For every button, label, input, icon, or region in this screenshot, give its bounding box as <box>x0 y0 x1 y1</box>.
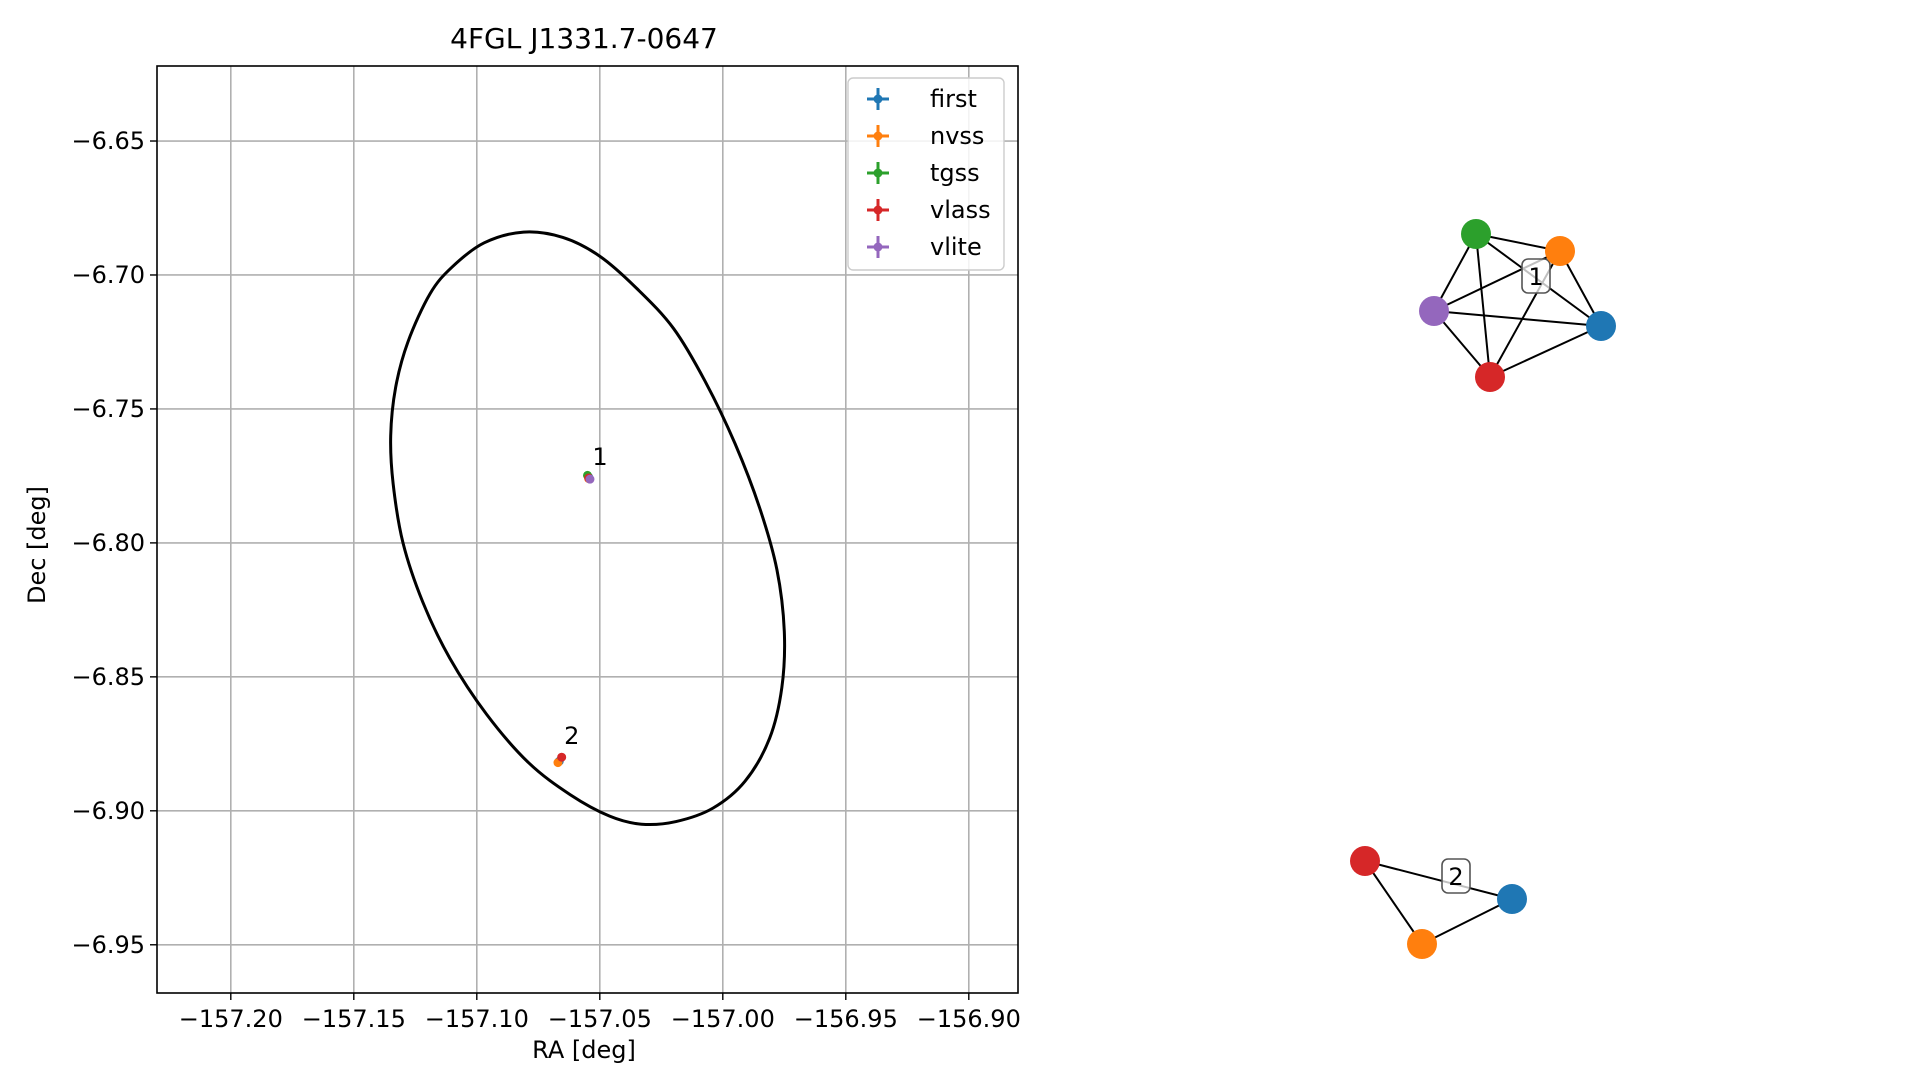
network-edges <box>1364 233 1602 945</box>
cluster-annotation: 2 <box>564 722 579 750</box>
cluster-label-box <box>1441 858 1471 894</box>
y-tick-label: −6.75 <box>71 395 145 423</box>
network-node-first <box>1586 311 1616 341</box>
legend-label: tgss <box>930 159 980 187</box>
network-edge <box>1475 233 1491 378</box>
legend-marker <box>873 168 883 178</box>
axes-frame <box>156 65 1019 994</box>
y-tick-label: −6.65 <box>71 127 145 155</box>
network-edge <box>1433 310 1602 327</box>
data-point-vlite <box>585 474 595 484</box>
legend-label: vlite <box>930 233 982 261</box>
cluster-label-box <box>1521 258 1551 294</box>
network-edge <box>1421 898 1513 945</box>
legend-box <box>847 77 1005 271</box>
legend-item-nvss: nvss <box>867 122 984 150</box>
legend: first nvss tgss vlass vlite <box>847 77 1005 271</box>
error-ellipse <box>389 230 787 827</box>
network-node-nvss <box>1407 929 1437 959</box>
y-axis-ticks: −6.65 −6.70 −6.75 −6.80 −6.85 −6.90 −6.95 <box>71 127 157 959</box>
network-node-vlass <box>1475 362 1505 392</box>
y-tick-label: −6.95 <box>71 931 145 959</box>
legend-item-vlite: vlite <box>867 233 982 261</box>
legend-label: vlass <box>930 196 991 224</box>
network-edge <box>1364 860 1513 900</box>
network-node-vlite <box>1419 296 1449 326</box>
cluster-label-text: 1 <box>1528 263 1543 291</box>
x-tick-label: −157.00 <box>671 1005 775 1033</box>
data-point-nvss <box>553 758 563 768</box>
legend-marker <box>873 131 883 141</box>
cluster-label-1: 1 <box>1521 258 1551 294</box>
data-point-vlass <box>557 752 567 762</box>
x-tick-label: −156.90 <box>917 1005 1021 1033</box>
x-tick-label: −157.10 <box>425 1005 529 1033</box>
network-panel: 12 <box>1350 219 1616 959</box>
data-points-layer <box>553 470 595 768</box>
network-edge <box>1364 860 1423 945</box>
x-axis-ticks: −157.20 −157.15 −157.10 −157.05 −157.00 −156.… <box>179 993 1021 1033</box>
x-tick-label: −157.20 <box>179 1005 283 1033</box>
y-tick-label: −6.70 <box>71 261 145 289</box>
legend-label: nvss <box>930 122 984 150</box>
y-tick-label: −6.90 <box>71 797 145 825</box>
x-tick-label: −157.15 <box>302 1005 406 1033</box>
cluster-label-2: 2 <box>1441 858 1471 894</box>
network-node-first <box>1497 884 1527 914</box>
grid-lines <box>157 66 1018 993</box>
cluster-labels: 12 <box>1441 258 1551 894</box>
y-axis-label: Dec [deg] <box>23 486 51 604</box>
x-tick-label: −156.95 <box>794 1005 898 1033</box>
y-tick-label: −6.80 <box>71 529 145 557</box>
network-node-nvss <box>1545 236 1575 266</box>
legend-item-tgss: tgss <box>867 159 980 187</box>
network-node-tgss <box>1461 219 1491 249</box>
cluster-annotation: 1 <box>592 443 607 471</box>
scatter-panel: 12 −157.20 −157.15 −157.10 −157.05 −157.00 −1… <box>23 22 1021 1064</box>
network-node-vlass <box>1350 846 1380 876</box>
y-tick-label: −6.85 <box>71 663 145 691</box>
chart-title: 4FGL J1331.7-0647 <box>450 22 718 55</box>
annotations-layer: 12 <box>564 443 608 750</box>
legend-item-first: first <box>867 85 977 113</box>
network-nodes <box>1350 219 1616 959</box>
ellipse-layer <box>389 230 787 827</box>
legend-marker <box>873 242 883 252</box>
network-edge <box>1489 325 1602 378</box>
legend-label: first <box>930 85 977 113</box>
x-tick-label: −157.05 <box>548 1005 652 1033</box>
cluster-label-text: 2 <box>1448 863 1463 891</box>
legend-marker <box>873 205 883 215</box>
x-axis-label: RA [deg] <box>532 1036 636 1064</box>
legend-item-vlass: vlass <box>867 196 991 224</box>
legend-marker <box>873 94 883 104</box>
